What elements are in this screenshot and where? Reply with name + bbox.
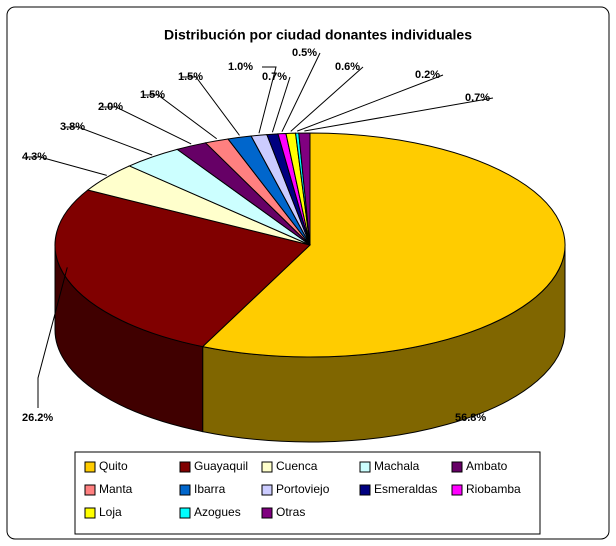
data-label: 0.5%	[292, 47, 317, 59]
legend-swatch	[84, 461, 96, 473]
data-label: 1.5%	[140, 89, 165, 101]
legend-label: Machala	[374, 459, 420, 473]
legend-swatch	[179, 461, 191, 473]
leader-line	[271, 76, 291, 133]
pie	[54, 132, 566, 443]
leader-line	[64, 126, 153, 156]
data-label: 0.6%	[335, 61, 360, 73]
slice	[54, 189, 312, 348]
chart-title: Distribución por ciudad donantes individ…	[164, 27, 472, 43]
legend-swatch	[179, 484, 191, 496]
legend-label: Ibarra	[194, 482, 226, 496]
legend-swatch	[359, 484, 371, 496]
leader-line	[26, 156, 107, 176]
legend-label: Riobamba	[466, 482, 521, 496]
leader-line	[290, 66, 364, 132]
leader-line	[281, 52, 321, 132]
legend-swatch	[84, 507, 96, 519]
legend-swatch	[261, 507, 273, 519]
data-label: 56.8%	[455, 412, 486, 424]
legend-swatch	[261, 484, 273, 496]
legend-swatch	[84, 484, 96, 496]
legend-swatch	[179, 507, 191, 519]
legend-swatch	[359, 461, 371, 473]
data-label: 0.7%	[465, 92, 490, 104]
legend-label: Quito	[99, 459, 128, 473]
data-label: 1.0%	[228, 61, 253, 73]
legend-label: Manta	[99, 482, 133, 496]
slice	[201, 132, 566, 358]
data-label: 0.7%	[262, 71, 287, 83]
legend-label: Otras	[276, 505, 305, 519]
legend-label: Ambato	[466, 459, 508, 473]
slice	[298, 132, 311, 246]
legend-swatch	[451, 461, 463, 473]
legend-label: Cuenca	[276, 459, 318, 473]
data-label: 4.3%	[22, 151, 47, 163]
data-label: 1.5%	[178, 71, 203, 83]
legend-label: Azogues	[194, 505, 241, 519]
data-label: 26.2%	[22, 412, 53, 424]
data-label: 2.0%	[98, 101, 123, 113]
legend-label: Esmeraldas	[374, 482, 437, 496]
leader-line	[144, 94, 217, 140]
data-label: 0.2%	[415, 69, 440, 81]
leader-line	[37, 267, 68, 408]
legend-swatch	[261, 461, 273, 473]
data-label: 3.8%	[60, 121, 85, 133]
legend-label: Guayaquil	[194, 459, 248, 473]
legend-swatch	[451, 484, 463, 496]
leader-line	[258, 66, 277, 134]
leader-line	[296, 74, 444, 132]
leader-line	[102, 106, 192, 145]
legend-label: Loja	[99, 505, 122, 519]
leader-line	[182, 76, 240, 136]
leader-line	[304, 97, 494, 132]
legend-label: Portoviejo	[276, 482, 330, 496]
